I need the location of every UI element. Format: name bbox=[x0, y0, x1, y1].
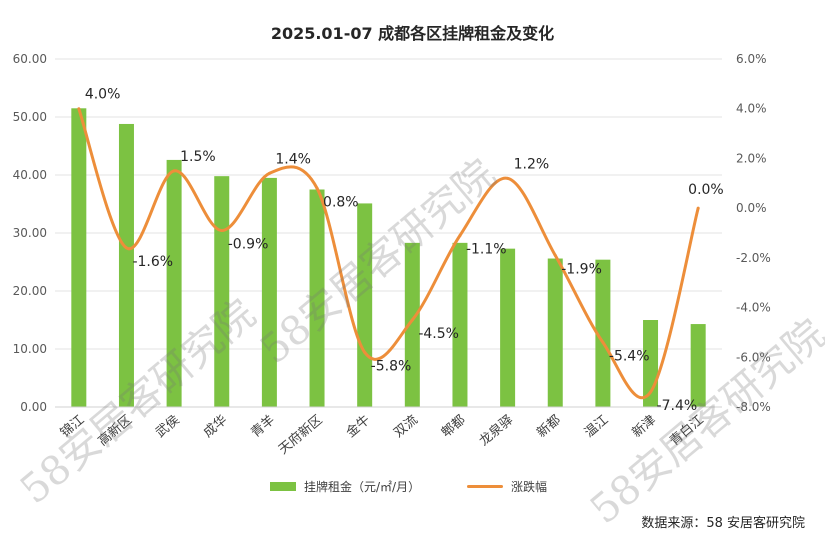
data-label: -7.4% bbox=[657, 398, 698, 414]
line-point bbox=[601, 340, 605, 344]
line-point bbox=[696, 206, 700, 210]
legend: 挂牌租金（元/㎡/月） 涨跌幅 bbox=[0, 478, 825, 498]
y-left-tick-label: 30.00 bbox=[13, 226, 47, 240]
bar bbox=[166, 159, 182, 407]
bar bbox=[357, 203, 373, 407]
x-tick-label: 武侯 bbox=[153, 413, 183, 441]
bar bbox=[71, 108, 87, 408]
line-point bbox=[649, 390, 653, 394]
x-tick-label: 双流 bbox=[391, 413, 421, 441]
line-point bbox=[124, 246, 128, 250]
bar bbox=[404, 242, 420, 407]
bar-series bbox=[71, 108, 706, 408]
chart-title: 2025.01-07 成都各区挂牌租金及变化 bbox=[270, 24, 555, 43]
x-tick-label: 温江 bbox=[582, 413, 612, 441]
data-label: -4.5% bbox=[418, 326, 459, 342]
data-label: -0.9% bbox=[228, 237, 269, 253]
data-label: 0.0% bbox=[688, 182, 724, 198]
y-right-tick-label: -6.0% bbox=[736, 350, 771, 364]
y-left-tick-label: 20.00 bbox=[13, 284, 47, 298]
data-labels: 4.0% -1.6% 1.5% -0.9% 1.4% 0.8% -5.8% -4.5% -1.1… bbox=[85, 87, 724, 414]
legend-swatch-line bbox=[467, 485, 503, 488]
bar bbox=[547, 258, 563, 407]
x-tick-label: 高新区 bbox=[95, 412, 135, 449]
data-label: -5.4% bbox=[609, 348, 650, 364]
line-series bbox=[77, 107, 700, 400]
x-tick-label: 锦江 bbox=[58, 413, 88, 441]
y-right-tick-label: 6.0% bbox=[736, 52, 767, 66]
x-tick-label: 金牛 bbox=[343, 412, 373, 441]
bar bbox=[261, 177, 277, 407]
data-label: 0.8% bbox=[323, 194, 359, 210]
data-label: -1.1% bbox=[466, 241, 507, 257]
legend-swatch-bar bbox=[270, 482, 296, 491]
y-right-tick-label: 0.0% bbox=[736, 201, 767, 215]
bar bbox=[214, 176, 230, 407]
data-label: 1.4% bbox=[275, 151, 311, 167]
bar bbox=[690, 324, 706, 407]
x-tick-label: 新都 bbox=[534, 412, 564, 441]
legend-label-rent: 挂牌租金（元/㎡/月） bbox=[304, 480, 421, 494]
data-label: 4.0% bbox=[85, 87, 121, 103]
x-tick-label: 青羊 bbox=[248, 412, 278, 441]
x-tick-label: 天府新区 bbox=[275, 412, 325, 458]
y-right-tick-label: 2.0% bbox=[736, 151, 767, 165]
line-point bbox=[267, 171, 271, 175]
x-tick-label: 龙泉驿 bbox=[476, 412, 516, 449]
x-tick-label: 郫都 bbox=[438, 412, 468, 441]
data-label: -1.6% bbox=[132, 254, 173, 270]
y-left-tick-label: 0.00 bbox=[20, 400, 47, 414]
data-label: -1.9% bbox=[561, 261, 602, 277]
line-point bbox=[553, 253, 557, 257]
legend-label-change: 涨跌幅 bbox=[511, 480, 548, 494]
line-point bbox=[77, 107, 81, 111]
source-note: 数据来源：58 安居客研究院 bbox=[641, 516, 805, 531]
line-point bbox=[410, 318, 414, 322]
data-label: -5.8% bbox=[371, 358, 412, 374]
legend-item-change: 涨跌幅 bbox=[467, 478, 547, 495]
data-label: 1.5% bbox=[180, 149, 216, 165]
y-right-tick-label: -2.0% bbox=[736, 251, 771, 265]
data-label: 1.2% bbox=[514, 156, 550, 172]
bar bbox=[452, 242, 468, 407]
line-point bbox=[315, 186, 319, 190]
y-left-tick-label: 50.00 bbox=[13, 110, 47, 124]
bar bbox=[595, 259, 611, 407]
x-tick-label: 青白江 bbox=[667, 412, 707, 449]
y-left-tick-label: 40.00 bbox=[13, 168, 47, 182]
line-point bbox=[458, 233, 462, 237]
x-tick-label: 成华 bbox=[201, 413, 231, 441]
line-point bbox=[220, 229, 224, 233]
line-point bbox=[363, 350, 367, 354]
y-right-tick-label: 4.0% bbox=[736, 102, 767, 116]
line-point bbox=[172, 169, 176, 173]
line-point bbox=[506, 176, 510, 180]
y-left-tick-label: 10.00 bbox=[13, 342, 47, 356]
legend-item-rent: 挂牌租金（元/㎡/月） bbox=[270, 478, 420, 495]
y-left-tick-label: 60.00 bbox=[13, 52, 47, 66]
bar bbox=[118, 123, 134, 408]
bar bbox=[500, 248, 516, 407]
y-right-tick-label: -8.0% bbox=[736, 400, 771, 414]
bar bbox=[309, 189, 325, 407]
x-tick-label: 新津 bbox=[629, 412, 659, 441]
y-right-tick-label: -4.0% bbox=[736, 301, 771, 315]
